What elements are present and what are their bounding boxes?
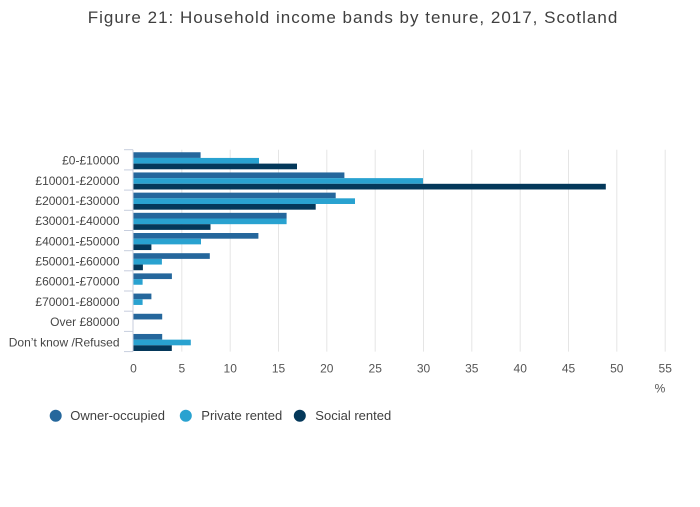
svg-text:Don’t know /Refused: Don’t know /Refused [9,335,120,349]
svg-text:0: 0 [130,362,137,376]
svg-text:£70001-£80000: £70001-£80000 [35,295,119,309]
svg-text:5: 5 [178,362,185,376]
svg-text:50: 50 [610,362,624,376]
svg-text:Owner-occupied: Owner-occupied [70,408,165,423]
svg-text:35: 35 [465,362,479,376]
svg-text:15: 15 [272,362,286,376]
svg-text:45: 45 [562,362,576,376]
svg-text:£30001-£40000: £30001-£40000 [35,214,119,228]
svg-text:Private rented: Private rented [201,408,282,423]
svg-text:Social rented: Social rented [315,408,391,423]
svg-text:10: 10 [224,362,238,376]
svg-text:£20001-£30000: £20001-£30000 [35,194,119,208]
svg-text:%: % [655,382,666,396]
svg-text:20: 20 [320,362,334,376]
svg-text:25: 25 [369,362,383,376]
svg-text:55: 55 [659,362,673,376]
svg-text:£50001-£60000: £50001-£60000 [35,255,119,269]
svg-text:£40001-£50000: £40001-£50000 [35,234,119,248]
svg-text:Figure 21: Household income ba: Figure 21: Household income bands by ten… [88,8,619,27]
svg-text:£0-£10000: £0-£10000 [62,154,120,168]
svg-text:30: 30 [417,362,431,376]
svg-text:40: 40 [514,362,528,376]
svg-text:£10001-£20000: £10001-£20000 [35,174,119,188]
svg-text:£60001-£70000: £60001-£70000 [35,275,119,289]
svg-text:Over £80000: Over £80000 [50,315,120,329]
